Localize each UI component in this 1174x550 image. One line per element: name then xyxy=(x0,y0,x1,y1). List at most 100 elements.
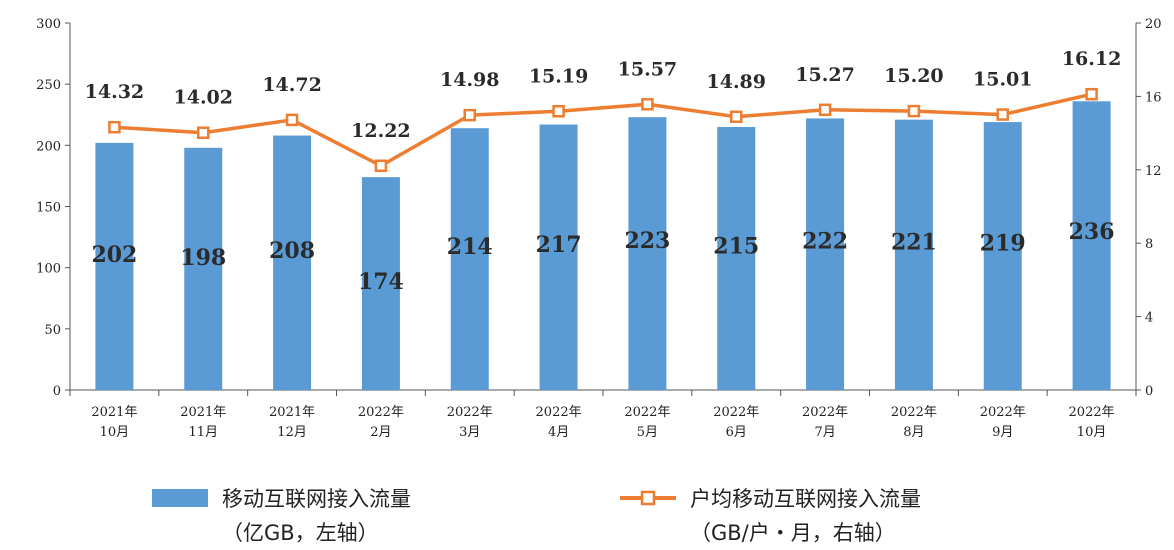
category-year-label: 2022年 xyxy=(624,405,670,420)
category-month-label: 3月 xyxy=(459,425,480,440)
line-data-label: 15.57 xyxy=(618,58,678,80)
category-year-label: 2022年 xyxy=(447,405,493,420)
category-month-label: 5月 xyxy=(637,425,658,440)
right-axis-tick-label: 0 xyxy=(1145,384,1153,399)
left-axis-tick-label: 50 xyxy=(44,323,61,338)
right-axis-tick-label: 16 xyxy=(1145,90,1162,105)
line-data-label: 14.89 xyxy=(707,71,767,93)
category-year-label: 2021年 xyxy=(91,405,137,420)
bar-labels: 202 198 208 174 214 217 223 215 222 221 219 236 xyxy=(91,219,1114,295)
legend: 移动互联网接入流量 （亿GB，左轴） 户均移动互联网接入流量 （GB/户・月，右… xyxy=(152,487,921,545)
category-year-label: 2022年 xyxy=(891,405,937,420)
line-data-label: 15.19 xyxy=(529,65,589,87)
category-month-label: 9月 xyxy=(992,425,1013,440)
line-point xyxy=(285,113,299,127)
bar-data-label: 215 xyxy=(713,233,759,259)
left-axis-tick-label: 250 xyxy=(36,78,61,93)
category-month-label: 2月 xyxy=(370,425,391,440)
bar-data-label: 214 xyxy=(447,234,493,260)
category-month-label: 12月 xyxy=(277,425,307,440)
legend-line-label: 户均移动互联网接入流量 xyxy=(690,487,921,511)
right-axis-tick-label: 20 xyxy=(1145,17,1162,32)
bar-data-label: 219 xyxy=(980,231,1026,257)
bar xyxy=(273,135,312,390)
category-month-label: 4月 xyxy=(548,425,569,440)
left-axis-tick-label: 200 xyxy=(36,139,61,154)
category-year-label: 2022年 xyxy=(980,405,1026,420)
line-data-label: 14.02 xyxy=(174,87,234,109)
bars xyxy=(95,101,1111,391)
bar-data-label: 202 xyxy=(91,242,137,268)
line-data-label: 14.32 xyxy=(85,81,145,103)
category-year-label: 2022年 xyxy=(713,405,759,420)
line-point xyxy=(907,104,921,118)
bar xyxy=(983,122,1022,390)
left-axis-tick-label: 0 xyxy=(53,384,61,399)
line-data-label: 14.98 xyxy=(440,69,500,91)
bar xyxy=(628,117,667,391)
left-axis-tick-label: 150 xyxy=(36,201,61,216)
bar-data-label: 221 xyxy=(891,229,937,255)
bar xyxy=(806,118,845,391)
left-axis-tick-label: 300 xyxy=(36,17,61,32)
right-axis-tick-label: 12 xyxy=(1145,164,1162,179)
legend-line-sublabel: （GB/户・月，右轴） xyxy=(690,521,896,545)
category-labels: 2021年 10月 2021年 11月 2021年 12月 2022年 2月 2022年 3月 20… xyxy=(91,405,1114,440)
bar-data-label: 198 xyxy=(180,245,226,271)
line-point xyxy=(818,103,832,117)
line-point xyxy=(996,108,1009,121)
legend-line-marker xyxy=(640,490,656,506)
line-point xyxy=(463,108,476,122)
line-data-label: 14.72 xyxy=(262,74,322,96)
legend-bar-swatch xyxy=(152,489,208,507)
bar-data-label: 236 xyxy=(1069,219,1115,245)
line-point xyxy=(108,120,121,134)
line-point xyxy=(197,126,210,139)
category-year-label: 2022年 xyxy=(802,405,848,420)
bar xyxy=(95,142,134,390)
category-month-label: 7月 xyxy=(814,425,835,440)
category-year-label: 2022年 xyxy=(536,405,582,420)
category-year-label: 2022年 xyxy=(358,405,404,420)
right-axis-tick-label: 4 xyxy=(1145,311,1153,326)
bar-data-label: 222 xyxy=(802,229,848,255)
bar-data-label: 174 xyxy=(358,269,404,295)
category-month-label: 11月 xyxy=(188,425,218,440)
line-series xyxy=(108,87,1098,173)
bar xyxy=(184,147,223,390)
category-year-label: 2022年 xyxy=(1069,405,1115,420)
line-data-label: 15.01 xyxy=(973,69,1033,91)
line-point xyxy=(641,98,654,111)
bar xyxy=(717,126,756,390)
line-data-label: 16.12 xyxy=(1062,48,1122,70)
axes: 0 50 100 150 200 250 300 0 4 8 12 16 20 xyxy=(36,17,1161,399)
category-month-label: 8月 xyxy=(903,425,924,440)
bar xyxy=(361,177,400,390)
legend-bar-sublabel: （亿GB，左轴） xyxy=(222,521,379,545)
category-month-label: 6月 xyxy=(726,425,747,440)
legend-bar-label: 移动互联网接入流量 xyxy=(222,487,411,511)
line-data-label: 12.22 xyxy=(351,120,411,142)
line-data-label: 15.27 xyxy=(795,64,855,86)
category-month-label: 10月 xyxy=(1077,425,1107,440)
line-labels: 14.32 14.02 14.72 12.22 14.98 15.19 15.57 14.89… xyxy=(85,48,1122,142)
bar-data-label: 223 xyxy=(624,228,670,254)
line-point xyxy=(552,105,565,118)
category-month-label: 10月 xyxy=(100,425,130,440)
line-point xyxy=(1085,87,1098,101)
category-year-label: 2021年 xyxy=(180,405,226,420)
category-year-label: 2021年 xyxy=(269,405,315,420)
bar-data-label: 217 xyxy=(536,232,582,258)
line-path xyxy=(114,92,1092,168)
bar xyxy=(894,119,933,390)
right-axis-tick-label: 8 xyxy=(1145,237,1153,252)
line-data-label: 15.20 xyxy=(884,65,944,87)
bar xyxy=(539,124,578,390)
bar xyxy=(1072,101,1111,390)
line-point xyxy=(730,110,743,124)
left-axis-tick-label: 100 xyxy=(36,262,61,277)
bar-data-label: 208 xyxy=(269,238,315,264)
bar xyxy=(450,128,489,390)
line-point xyxy=(374,159,388,173)
